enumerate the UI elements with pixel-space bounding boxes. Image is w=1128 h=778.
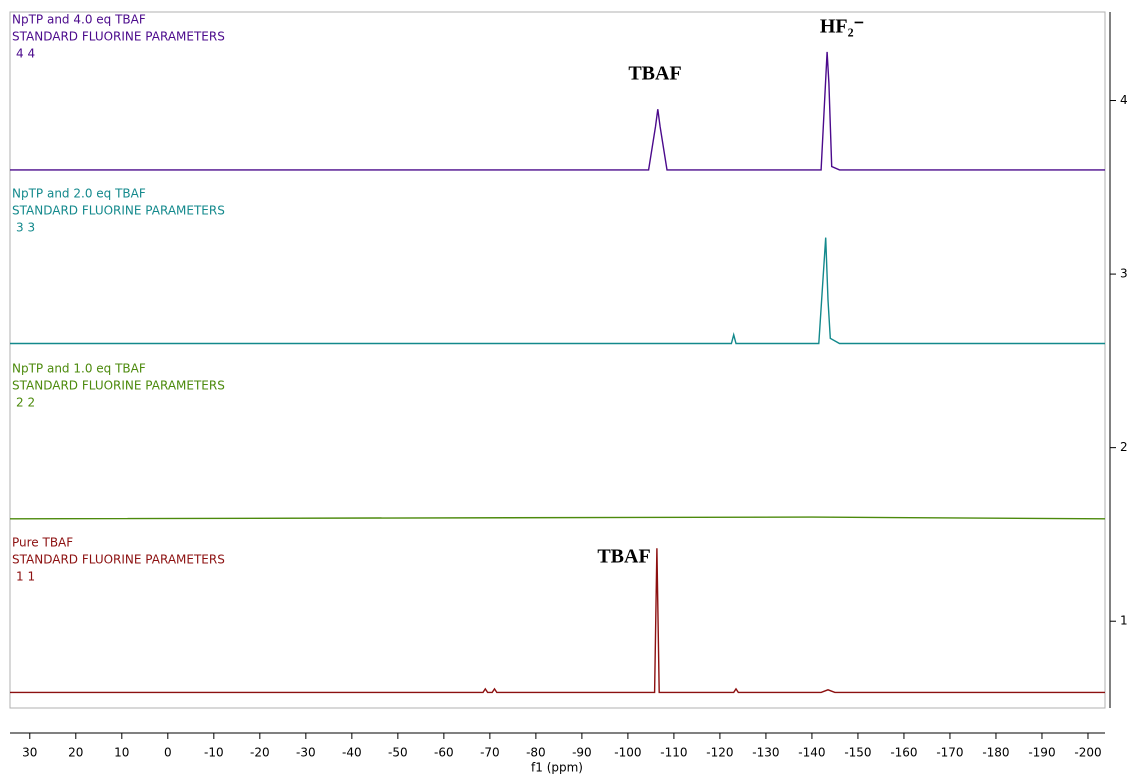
spectrum-name: NpTP and 2.0 eq TBAF [12, 187, 146, 201]
x-tick-label: 20 [68, 746, 83, 760]
x-tick-label: -200 [1074, 746, 1101, 760]
x-tick-label: 30 [22, 746, 37, 760]
x-axis-label: f1 (ppm) [531, 761, 583, 775]
x-tick-label: 0 [164, 746, 172, 760]
spectrum-name: NpTP and 4.0 eq TBAF [12, 13, 146, 27]
x-tick-label: -40 [342, 746, 362, 760]
annotation: TBAF [597, 546, 650, 568]
x-tick-label: -50 [388, 746, 408, 760]
y-tick-label: 3 [1120, 267, 1128, 281]
spectrum-label: 2 2 [16, 396, 35, 410]
x-tick-label: -140 [798, 746, 825, 760]
annotation: HF₂⁻ [820, 16, 864, 38]
spectrum [10, 51, 1105, 171]
spectrum-label: 3 3 [16, 221, 35, 235]
x-tick-label: -120 [706, 746, 733, 760]
x-tick-label: 10 [114, 746, 129, 760]
spectrum [9, 516, 1106, 520]
x-tick-label: -160 [890, 746, 917, 760]
spectrum-name: NpTP and 1.0 eq TBAF [12, 362, 146, 376]
spectrum-parameters: STANDARD FLUORINE PARAMETERS [12, 30, 225, 44]
x-tick-label: -60 [434, 746, 454, 760]
x-tick-label: -70 [480, 746, 500, 760]
x-tick-label: -180 [982, 746, 1009, 760]
plot-frame [9, 11, 1106, 709]
y-tick-label: 1 [1120, 614, 1128, 628]
y-tick-label: 4 [1120, 93, 1128, 107]
spectrum-name: Pure TBAF [12, 536, 73, 550]
x-tick-label: -20 [250, 746, 270, 760]
x-tick-label: -190 [1028, 746, 1055, 760]
y-tick-label: 2 [1120, 440, 1128, 454]
spectrum [10, 237, 1105, 345]
spectrum-parameters: STANDARD FLUORINE PARAMETERS [12, 553, 225, 567]
spectrum-parameters: STANDARD FLUORINE PARAMETERS [12, 379, 225, 393]
x-tick-label: -30 [296, 746, 316, 760]
spectrum-label: 1 1 [16, 570, 35, 584]
x-tick-label: -110 [660, 746, 687, 760]
spectrum-label: 4 4 [16, 47, 35, 61]
x-tick-label: -130 [752, 746, 779, 760]
x-tick-label: -10 [204, 746, 224, 760]
x-tick-label: -90 [572, 746, 592, 760]
x-tick-label: -100 [614, 746, 641, 760]
x-tick-label: -80 [526, 746, 546, 760]
annotation: TBAF [628, 63, 681, 85]
x-tick-label: -150 [844, 746, 871, 760]
spectrum [10, 548, 1105, 694]
spectrum-parameters: STANDARD FLUORINE PARAMETERS [12, 204, 225, 218]
x-tick-label: -170 [936, 746, 963, 760]
